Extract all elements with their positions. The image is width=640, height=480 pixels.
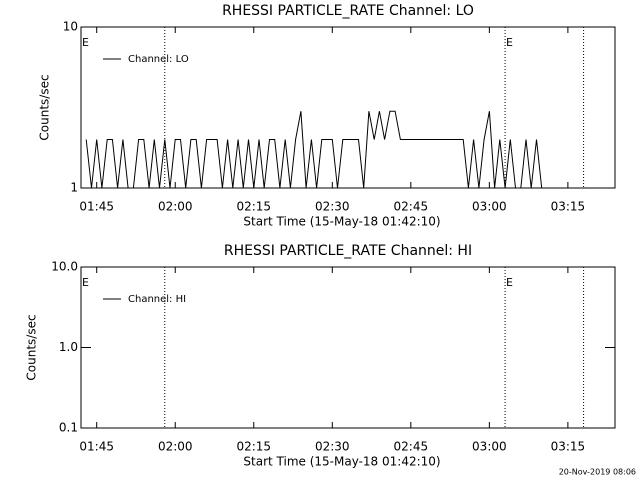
y-tick-label: 1.0 [59, 340, 78, 354]
y-tick-label: 10.0 [51, 260, 78, 274]
y-tick-label: 0.1 [59, 421, 78, 435]
x-tick-label: 02:30 [315, 440, 350, 454]
data-line [85, 110, 547, 189]
x-tick-label: 02:30 [315, 200, 350, 214]
x-tick-label: 03:00 [472, 440, 507, 454]
x-tick-label: 03:15 [551, 440, 586, 454]
y-tick-label: 10 [63, 20, 78, 34]
x-tick-label: 02:15 [236, 440, 271, 454]
x-tick-label: 03:15 [551, 200, 586, 214]
x-tick-label: 03:00 [472, 200, 507, 214]
legend-label: Channel: LO [128, 54, 189, 65]
y-tick-label: 1 [70, 181, 78, 195]
footer: 20-Nov-2019 08:06 [559, 468, 636, 477]
x-tick-label: 02:00 [158, 200, 193, 214]
x-tick-label: 02:15 [236, 200, 271, 214]
plot-frame [80, 26, 616, 189]
x-tick-label: 02:45 [394, 200, 429, 214]
x-tick-label: 02:00 [158, 440, 193, 454]
x-axis-label: Start Time (15-May-18 01:42:10) [243, 455, 440, 469]
event-label: E [506, 36, 513, 49]
event-label: E [506, 276, 513, 289]
chart-title: RHESSI PARTICLE_RATE Channel: LO [222, 3, 474, 19]
y-axis-label: Counts/sec [38, 74, 52, 140]
event-label: E [82, 276, 89, 289]
x-axis-label: Start Time (15-May-18 01:42:10) [243, 215, 440, 229]
y-axis-label: Counts/sec [25, 314, 39, 380]
chart-title: RHESSI PARTICLE_RATE Channel: HI [224, 243, 472, 259]
x-tick-label: 02:45 [394, 440, 429, 454]
x-tick-label: 01:45 [79, 440, 114, 454]
event-label: E [82, 36, 89, 49]
legend-label: Channel: HI [128, 294, 186, 305]
x-tick-label: 01:45 [79, 200, 114, 214]
